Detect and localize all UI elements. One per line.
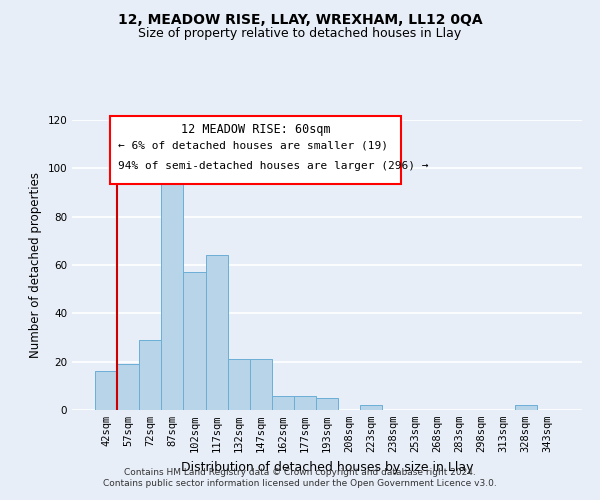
Text: Size of property relative to detached houses in Llay: Size of property relative to detached ho… bbox=[139, 28, 461, 40]
Bar bbox=[139, 340, 161, 410]
Bar bbox=[161, 173, 184, 410]
Bar bbox=[360, 405, 382, 410]
Bar bbox=[227, 359, 250, 410]
Bar bbox=[117, 364, 139, 410]
Bar bbox=[206, 256, 227, 410]
Text: 94% of semi-detached houses are larger (296) →: 94% of semi-detached houses are larger (… bbox=[118, 160, 428, 170]
Y-axis label: Number of detached properties: Number of detached properties bbox=[29, 172, 42, 358]
Text: 12 MEADOW RISE: 60sqm: 12 MEADOW RISE: 60sqm bbox=[181, 123, 331, 136]
Bar bbox=[184, 272, 206, 410]
Text: Contains HM Land Registry data © Crown copyright and database right 2024.
Contai: Contains HM Land Registry data © Crown c… bbox=[103, 468, 497, 487]
Bar bbox=[272, 396, 294, 410]
FancyBboxPatch shape bbox=[110, 116, 401, 184]
Bar bbox=[316, 398, 338, 410]
Text: 12, MEADOW RISE, LLAY, WREXHAM, LL12 0QA: 12, MEADOW RISE, LLAY, WREXHAM, LL12 0QA bbox=[118, 12, 482, 26]
Bar bbox=[95, 372, 117, 410]
Text: ← 6% of detached houses are smaller (19): ← 6% of detached houses are smaller (19) bbox=[118, 140, 388, 150]
Bar bbox=[250, 359, 272, 410]
Bar bbox=[515, 405, 537, 410]
Bar bbox=[294, 396, 316, 410]
X-axis label: Distribution of detached houses by size in Llay: Distribution of detached houses by size … bbox=[181, 460, 473, 473]
